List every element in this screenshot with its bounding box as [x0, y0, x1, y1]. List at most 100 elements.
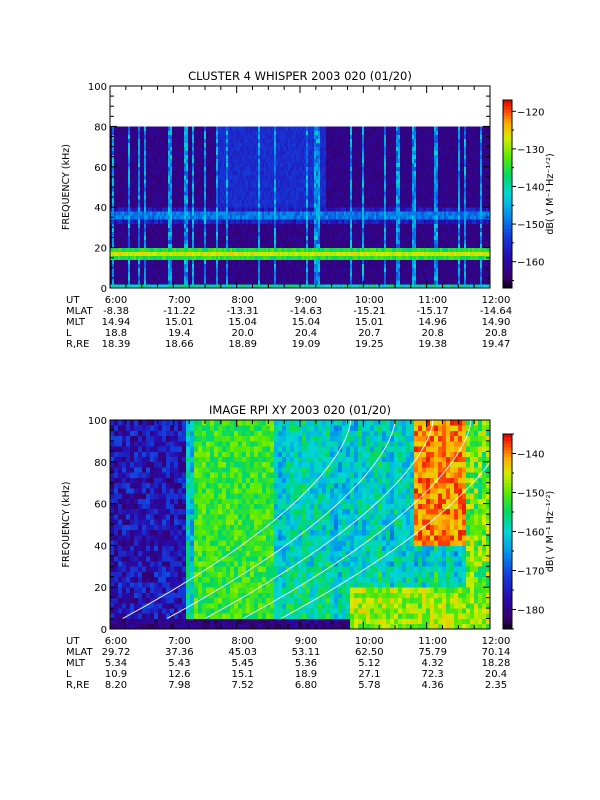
spectrogram-cell — [206, 223, 209, 228]
spectrogram-cell — [178, 158, 181, 164]
spectrogram-cell — [134, 138, 137, 143]
spectrogram-cell — [172, 263, 175, 269]
spectrogram-cell — [220, 174, 223, 180]
spectrogram-cell — [200, 170, 203, 176]
spectrogram-cell — [178, 223, 181, 228]
spectrogram-cell — [140, 251, 143, 257]
spectrogram-cell — [170, 211, 173, 216]
spectrogram-cell — [228, 267, 231, 273]
spectrogram-cell — [218, 199, 221, 204]
spectrogram-cell — [142, 187, 145, 192]
spectrogram-cell — [114, 275, 117, 281]
spectrogram-cell — [134, 243, 137, 248]
spectrogram-cell — [218, 154, 221, 160]
spectrogram-cell — [218, 203, 221, 208]
spectrogram-cell — [204, 191, 207, 196]
spectrogram-cell — [270, 255, 273, 261]
spectrogram-cell — [152, 223, 155, 228]
spectrogram-cell — [202, 243, 205, 248]
spectrogram-cell — [232, 275, 235, 281]
spectrogram-cell — [126, 231, 129, 236]
spectrogram-cell — [112, 162, 115, 168]
spectrogram-cell — [182, 263, 185, 269]
spectrogram-cell — [248, 138, 251, 143]
spectrogram-cell — [180, 146, 183, 152]
spectrogram-cell — [252, 166, 255, 172]
spectrogram-cell — [130, 223, 133, 228]
spectrogram-cell — [168, 134, 171, 139]
spectrogram-cell — [186, 235, 189, 240]
spectrogram-cell — [216, 219, 219, 224]
spectrogram-cell — [214, 279, 217, 285]
spectrogram-cell — [222, 279, 225, 285]
spectrogram-cell — [166, 207, 169, 212]
spectrogram-cell — [192, 239, 195, 244]
spectrogram-cell — [208, 195, 211, 200]
spectrogram-cell — [158, 275, 161, 281]
spectrogram-cell — [228, 247, 231, 253]
spectrogram-cell — [152, 211, 155, 216]
spectrogram-cell — [126, 158, 129, 164]
spectrogram-cell — [198, 187, 201, 192]
spectrogram-cell — [150, 267, 153, 273]
spectrogram-cell — [166, 146, 169, 152]
spectrogram-cell — [238, 267, 241, 273]
spectrogram-cell — [136, 247, 139, 253]
spectrogram-cell — [156, 191, 159, 196]
spectrogram-cell — [248, 150, 251, 156]
spectrogram-cell — [206, 178, 209, 184]
spectrogram-cell — [232, 247, 235, 253]
spectrogram-cell — [262, 215, 265, 220]
spectrogram-cell — [190, 158, 193, 164]
spectrogram-cell — [202, 166, 205, 172]
spectrogram-cell — [218, 211, 221, 216]
spectrogram-cell — [260, 275, 263, 281]
spectrogram-cell — [186, 178, 189, 184]
spectrogram-cell — [234, 138, 237, 143]
spectrogram-cell — [182, 223, 185, 228]
spectrogram-cell — [174, 271, 177, 277]
spectrogram-cell — [204, 255, 207, 261]
spectrogram-cell — [222, 178, 225, 184]
spectrogram-cell — [186, 166, 189, 172]
spectrogram-cell — [174, 126, 177, 131]
spectrogram-cell — [220, 199, 223, 204]
spectrogram-cell — [222, 275, 225, 281]
spectrogram-cell — [256, 170, 259, 176]
spectrogram-cell — [156, 150, 159, 156]
spectrogram-cell — [154, 251, 157, 257]
spectrogram-cell — [184, 138, 187, 143]
spectrogram-cell — [166, 219, 169, 224]
spectrogram-cell — [116, 231, 119, 236]
spectrogram-cell — [206, 134, 209, 139]
spectrogram-cell — [176, 130, 179, 135]
spectrogram-cell — [210, 158, 213, 164]
spectrogram-cell — [262, 166, 265, 172]
spectrogram-cell — [220, 235, 223, 240]
spectrogram-cell — [158, 195, 161, 200]
spectrogram-cell — [174, 223, 177, 228]
spectrogram-cell — [264, 178, 267, 184]
spectrogram-cell — [236, 162, 239, 168]
spectrogram-cell — [196, 243, 199, 248]
spectrogram-cell — [150, 255, 153, 261]
spectrogram-cell — [136, 223, 139, 228]
spectrogram-cell — [154, 138, 157, 143]
spectrogram-cell — [118, 146, 121, 152]
spectrogram-cell — [256, 231, 259, 236]
spectrogram-cell — [126, 199, 129, 204]
spectrogram-cell — [146, 170, 149, 176]
spectrogram-cell — [236, 235, 239, 240]
spectrogram-cell — [152, 134, 155, 139]
spectrogram-cell — [150, 150, 153, 156]
spectrogram-cell — [240, 211, 243, 216]
spectrogram-cell — [266, 275, 269, 281]
spectrogram-cell — [118, 130, 121, 135]
spectrogram-cell — [192, 191, 195, 196]
spectrogram-cell — [214, 251, 217, 257]
spectrogram-cell — [144, 150, 147, 156]
spectrogram-cell — [172, 271, 175, 277]
spectrogram-cell — [242, 279, 245, 285]
spectrogram-cell — [200, 178, 203, 184]
spectrogram-cell — [256, 239, 259, 244]
